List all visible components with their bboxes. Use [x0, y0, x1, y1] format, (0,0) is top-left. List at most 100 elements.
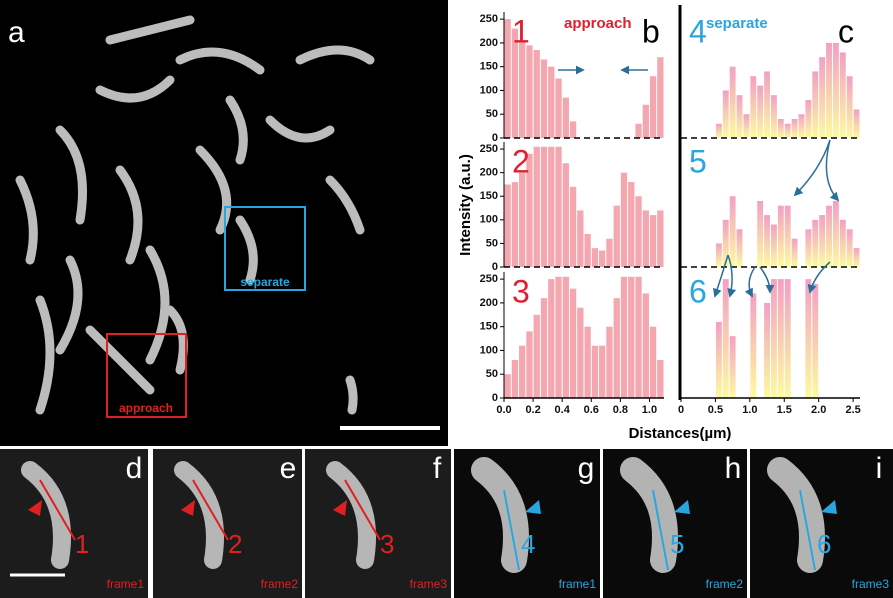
- bar: [757, 201, 763, 267]
- y-tick-label: 250: [480, 13, 498, 25]
- bar: [577, 308, 583, 398]
- plot-number: 4: [689, 13, 707, 49]
- bar: [854, 109, 860, 138]
- plot-number: 1: [512, 13, 530, 49]
- bar: [785, 279, 791, 398]
- x-tick-label: 2.0: [811, 404, 826, 416]
- bar: [548, 67, 554, 138]
- x-tick-label: 0.2: [525, 404, 540, 416]
- panel-letter: b: [642, 13, 660, 49]
- bar: [635, 277, 641, 398]
- panel-letter: e: [280, 452, 297, 485]
- bar: [657, 57, 663, 138]
- x-tick-label: 0.8: [613, 404, 628, 416]
- bar: [519, 346, 525, 398]
- bar: [621, 277, 627, 398]
- plot-number: 5: [689, 143, 707, 179]
- bar: [650, 76, 656, 138]
- bar: [541, 298, 547, 398]
- bar: [799, 114, 805, 138]
- profile-number: 1: [75, 529, 89, 559]
- bar: [764, 71, 770, 138]
- bar: [723, 279, 729, 398]
- bar: [505, 184, 511, 267]
- bar: [805, 279, 811, 398]
- bar: [599, 250, 605, 267]
- bar: [534, 315, 540, 398]
- x-tick-label: 2.5: [845, 404, 860, 416]
- bar: [743, 114, 749, 138]
- y-tick-label: 150: [480, 190, 498, 202]
- bar: [505, 374, 511, 398]
- bar: [833, 43, 839, 138]
- profile-number: 5: [670, 529, 684, 559]
- bar: [577, 210, 583, 267]
- bar: [541, 147, 547, 267]
- bar: [819, 57, 825, 138]
- frame-label: frame1: [107, 577, 145, 591]
- bar: [778, 119, 784, 138]
- bar: [840, 52, 846, 138]
- bar: [764, 215, 770, 267]
- plot-number: 2: [512, 143, 530, 179]
- profile-number: 4: [521, 529, 535, 559]
- bar: [570, 121, 576, 138]
- frame-label: frame2: [261, 577, 299, 591]
- y-tick-label: 0: [492, 261, 498, 273]
- y-tick-label: 100: [480, 214, 498, 226]
- bar: [792, 239, 798, 267]
- box-label: approach: [119, 401, 173, 415]
- y-tick-label: 50: [486, 368, 498, 380]
- x-tick-label: 0.5: [708, 404, 723, 416]
- panel-letter: h: [725, 452, 742, 485]
- frame-label: frame3: [410, 577, 448, 591]
- bar: [785, 124, 791, 138]
- bar: [805, 100, 811, 138]
- bar: [635, 124, 641, 138]
- bar: [635, 196, 641, 267]
- bar: [778, 279, 784, 398]
- bar: [643, 105, 649, 138]
- y-tick-label: 100: [480, 84, 498, 96]
- x-tick-label: 0.6: [584, 404, 599, 416]
- bar: [716, 124, 722, 138]
- panel-letter: c: [838, 13, 854, 49]
- bar: [585, 234, 591, 267]
- x-tick-label: 1.0: [642, 404, 657, 416]
- y-axis-label: Intensity (a.u.): [457, 154, 474, 256]
- panel-letter: i: [876, 452, 883, 485]
- bar: [563, 163, 569, 267]
- bar: [812, 71, 818, 138]
- bar: [534, 147, 540, 267]
- bar: [757, 86, 763, 138]
- bar: [548, 147, 554, 267]
- bar: [643, 210, 649, 267]
- bar: [657, 360, 663, 398]
- bar: [750, 293, 756, 398]
- y-tick-label: 100: [480, 344, 498, 356]
- plot-number: 3: [512, 273, 530, 309]
- bar: [534, 50, 540, 138]
- panel-letter: a: [8, 16, 25, 49]
- bar: [606, 327, 612, 398]
- bar: [812, 284, 818, 398]
- strip: d1frame1e2frame2f3frame3g4frame1h5frame2…: [0, 449, 893, 598]
- frame-label: frame3: [852, 577, 890, 591]
- plot-number: 6: [689, 273, 707, 309]
- bar: [650, 327, 656, 398]
- y-tick-label: 50: [486, 108, 498, 120]
- bar: [555, 79, 561, 138]
- frame-label: frame2: [706, 577, 744, 591]
- bar: [785, 206, 791, 267]
- bar: [519, 173, 525, 267]
- y-tick-label: 250: [480, 143, 498, 155]
- x-tick-label: 0: [678, 404, 684, 416]
- profile-number: 3: [380, 529, 394, 559]
- y-tick-label: 150: [480, 61, 498, 73]
- bar: [792, 119, 798, 138]
- y-tick-label: 50: [486, 237, 498, 249]
- panel-letter: d: [126, 452, 143, 485]
- bar: [563, 277, 569, 398]
- bar: [526, 331, 532, 398]
- bar: [737, 95, 743, 138]
